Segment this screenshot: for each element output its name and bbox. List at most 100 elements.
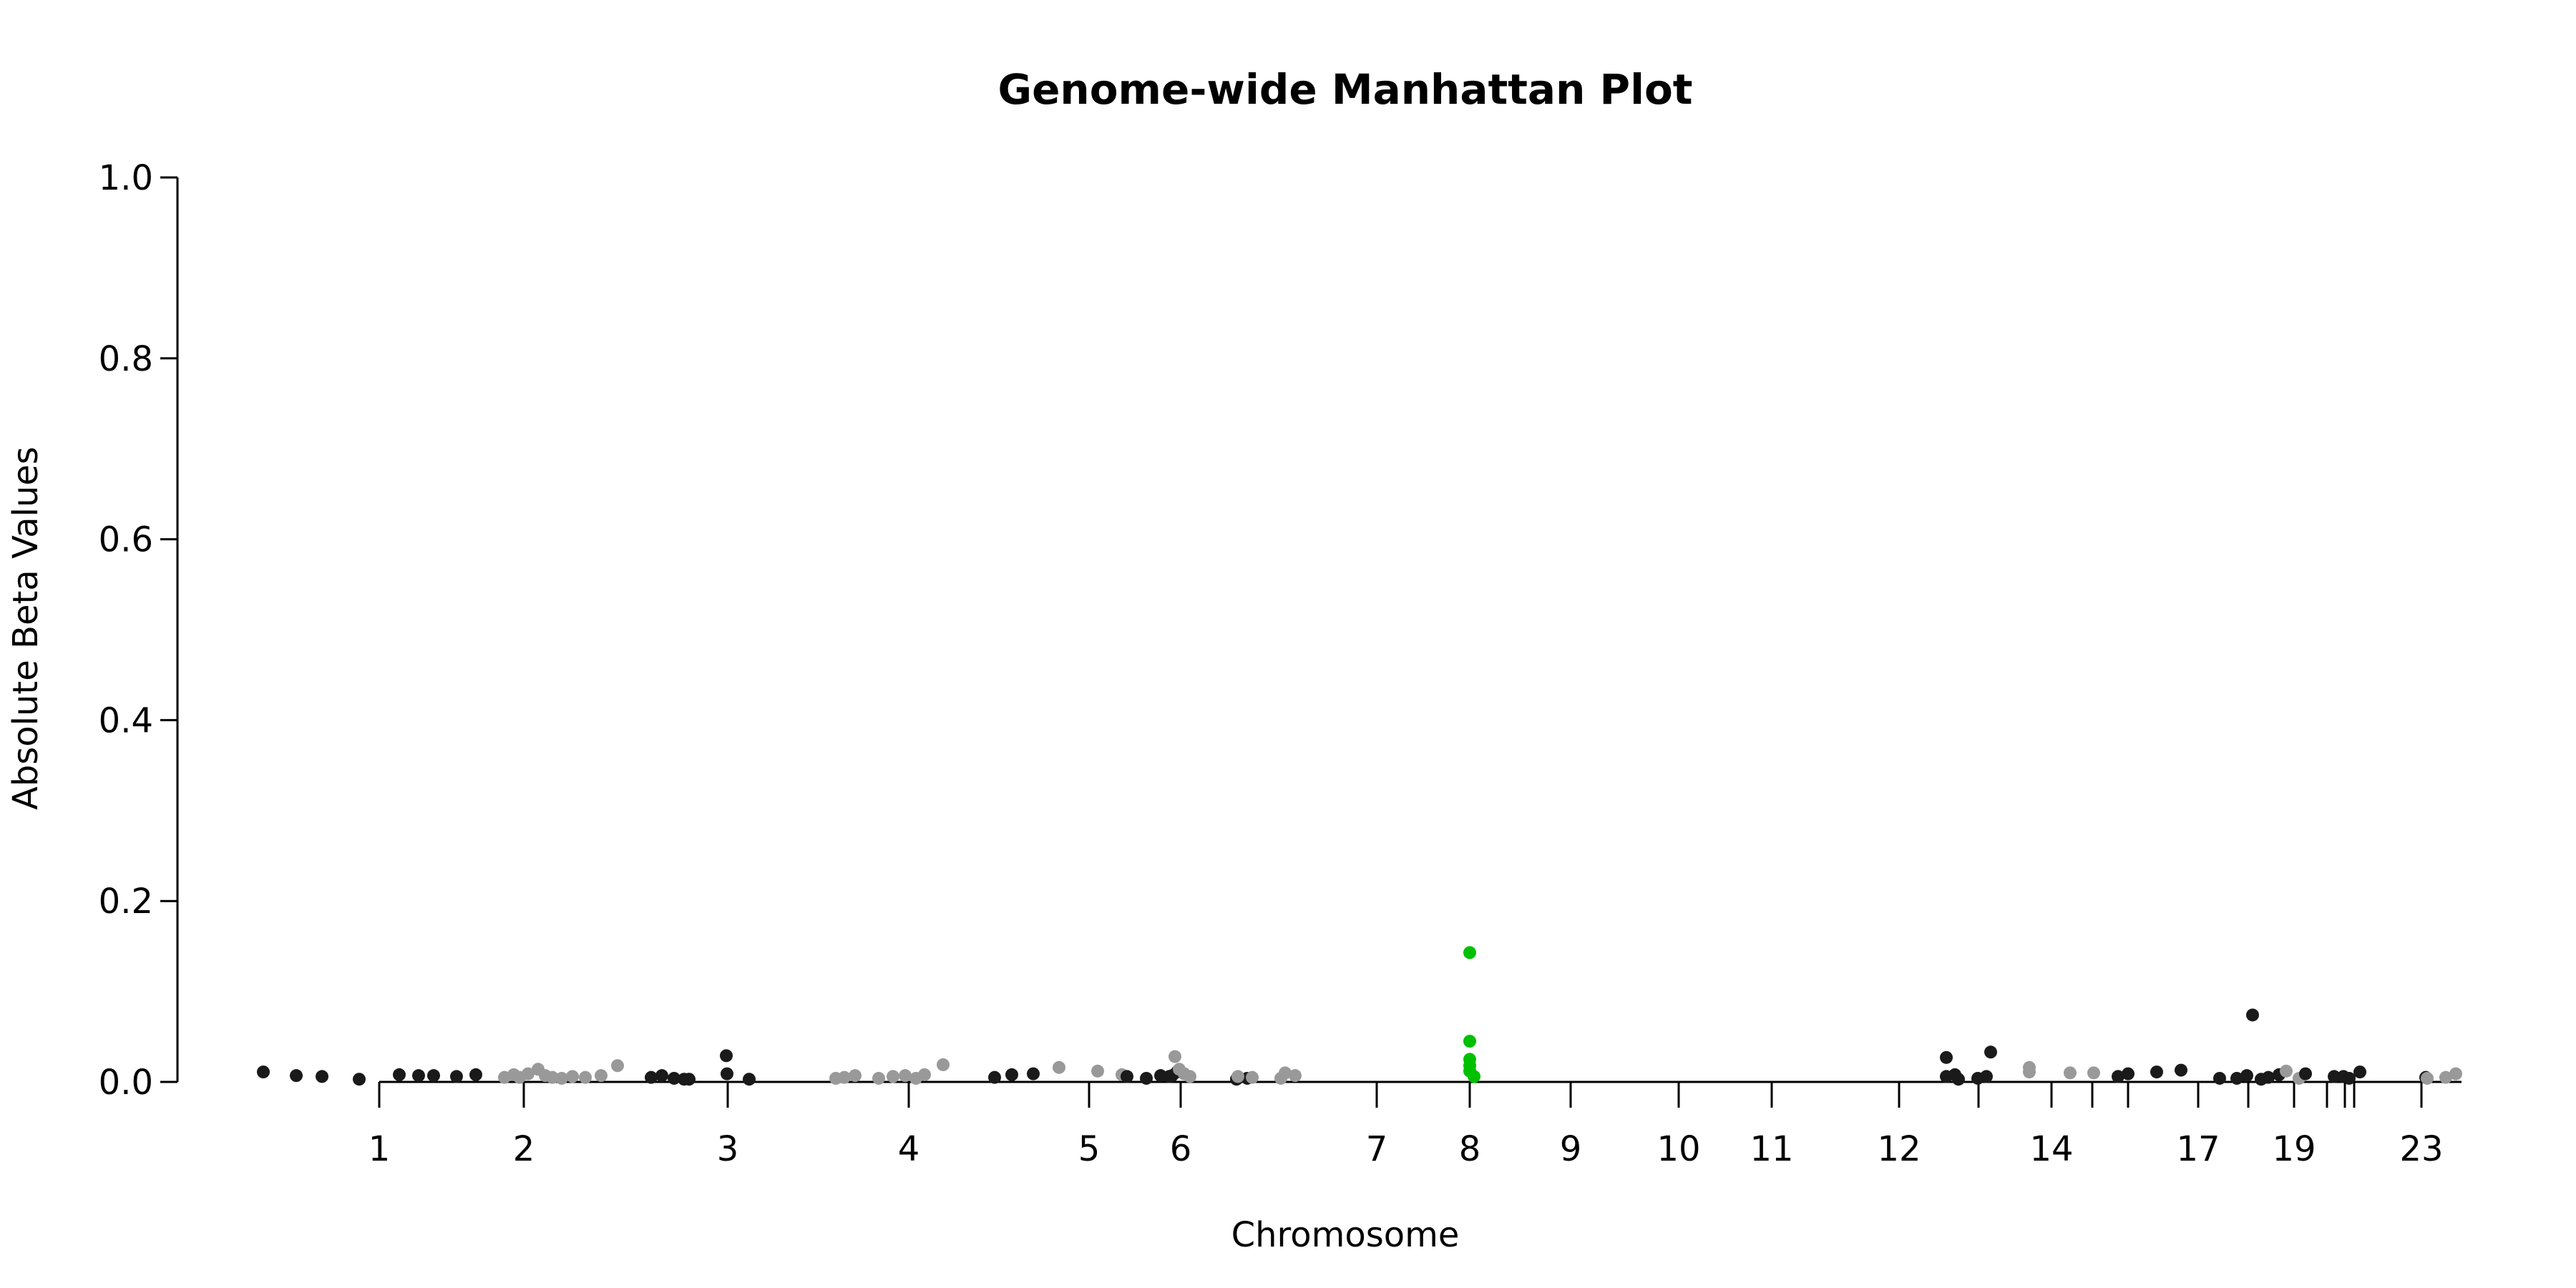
data-point bbox=[743, 1073, 756, 1086]
data-point bbox=[2353, 1065, 2366, 1079]
x-axis: 1 2 3 4 5 6 7 8 9 10 11 12 14 17 19 23 bbox=[369, 1080, 2462, 1169]
data-point bbox=[522, 1067, 535, 1080]
data-point bbox=[1940, 1050, 1953, 1064]
data-point bbox=[2299, 1067, 2312, 1080]
data-point bbox=[2421, 1071, 2434, 1085]
data-point bbox=[988, 1070, 1001, 1084]
data-point bbox=[683, 1073, 696, 1086]
y-axis-label: Absolute Beta Values bbox=[6, 447, 46, 810]
highlight-point bbox=[1463, 946, 1476, 960]
x-tick-label: 3 bbox=[717, 1129, 739, 1169]
data-point bbox=[721, 1067, 733, 1080]
data-point bbox=[2213, 1071, 2226, 1085]
data-point bbox=[1027, 1067, 1040, 1080]
data-point bbox=[2175, 1063, 2187, 1077]
data-point bbox=[450, 1070, 463, 1083]
x-tick-label: 2 bbox=[513, 1129, 535, 1169]
data-point bbox=[353, 1073, 366, 1086]
y-tick-label: 0.0 bbox=[99, 1063, 153, 1103]
x-tick-label: 8 bbox=[1459, 1129, 1481, 1169]
data-point bbox=[1091, 1064, 1104, 1078]
x-tick-label: 19 bbox=[2272, 1129, 2316, 1169]
x-axis-label: Chromosome bbox=[1231, 1215, 1460, 1255]
y-tick-label: 0.8 bbox=[99, 339, 153, 379]
data-point bbox=[645, 1070, 658, 1084]
data-point bbox=[887, 1070, 899, 1083]
data-point bbox=[2280, 1064, 2293, 1078]
y-tick-label: 1.0 bbox=[99, 158, 153, 198]
data-point bbox=[872, 1071, 885, 1085]
data-point bbox=[1184, 1070, 1196, 1083]
data-point bbox=[611, 1059, 624, 1073]
data-point bbox=[1140, 1071, 1153, 1085]
data-point bbox=[1952, 1073, 1965, 1086]
y-axis: 0.0 0.2 0.4 0.6 0.8 1.0 bbox=[99, 158, 179, 1103]
x-tick-label: 14 bbox=[2029, 1129, 2073, 1169]
data-point bbox=[1053, 1060, 1065, 1074]
data-point bbox=[257, 1065, 270, 1079]
data-point bbox=[2262, 1070, 2275, 1084]
data-point bbox=[1231, 1070, 1244, 1083]
data-point bbox=[546, 1070, 559, 1084]
highlight-point bbox=[1468, 1070, 1480, 1083]
data-point bbox=[2328, 1070, 2341, 1083]
data-point bbox=[2064, 1066, 2077, 1080]
x-tick-label: 11 bbox=[1750, 1129, 1793, 1169]
y-tick-label: 0.6 bbox=[99, 520, 153, 560]
data-point bbox=[555, 1071, 568, 1085]
data-point bbox=[316, 1070, 328, 1083]
data-point bbox=[1005, 1068, 1018, 1081]
data-point bbox=[937, 1058, 950, 1071]
data-point bbox=[2150, 1065, 2163, 1079]
data-point bbox=[668, 1071, 680, 1085]
x-tick-label: 9 bbox=[1560, 1129, 1582, 1169]
data-point bbox=[1246, 1070, 1259, 1084]
data-point bbox=[1984, 1045, 1997, 1059]
data-point bbox=[2439, 1070, 2452, 1084]
data-point bbox=[849, 1069, 862, 1083]
x-tick-label: 12 bbox=[1877, 1129, 1921, 1169]
data-point bbox=[1980, 1070, 1993, 1083]
y-tick-label: 0.4 bbox=[99, 701, 153, 741]
data-point bbox=[838, 1070, 851, 1084]
data-point bbox=[579, 1070, 592, 1084]
data-point bbox=[427, 1069, 440, 1083]
data-point bbox=[1279, 1066, 1292, 1080]
x-tick-label: 1 bbox=[369, 1129, 391, 1169]
data-point bbox=[393, 1068, 406, 1081]
data-point bbox=[2246, 1008, 2259, 1022]
data-point bbox=[2240, 1069, 2253, 1083]
data-point bbox=[899, 1069, 912, 1083]
data-point bbox=[2112, 1070, 2124, 1083]
data-point bbox=[918, 1068, 931, 1081]
chart-title: Genome-wide Manhattan Plot bbox=[997, 65, 1692, 114]
y-tick-label: 0.2 bbox=[99, 882, 153, 922]
data-point bbox=[566, 1070, 579, 1083]
data-point bbox=[2122, 1067, 2135, 1080]
data-point bbox=[2449, 1067, 2462, 1080]
x-tick-label: 7 bbox=[1366, 1129, 1388, 1169]
data-point bbox=[2023, 1065, 2036, 1079]
x-tick-label: 10 bbox=[1657, 1129, 1700, 1169]
data-point bbox=[2343, 1071, 2356, 1085]
x-tick-label: 23 bbox=[2399, 1129, 2443, 1169]
data-point bbox=[1121, 1070, 1133, 1083]
data-point bbox=[2230, 1071, 2243, 1085]
data-point bbox=[290, 1069, 303, 1083]
data-point bbox=[412, 1069, 425, 1083]
data-point bbox=[1289, 1069, 1302, 1083]
data-point bbox=[655, 1069, 668, 1083]
data-point bbox=[2087, 1066, 2100, 1080]
x-tick-label: 4 bbox=[898, 1129, 920, 1169]
x-tick-label: 5 bbox=[1078, 1129, 1101, 1169]
highlight-point bbox=[1463, 1035, 1476, 1048]
data-point bbox=[1940, 1070, 1953, 1083]
x-tick-label: 17 bbox=[2176, 1129, 2220, 1169]
x-tick-label: 6 bbox=[1170, 1129, 1192, 1169]
data-points bbox=[257, 946, 2462, 1086]
data-point bbox=[595, 1069, 608, 1083]
data-point bbox=[1169, 1050, 1181, 1063]
data-point bbox=[720, 1049, 733, 1063]
data-point bbox=[469, 1068, 482, 1081]
